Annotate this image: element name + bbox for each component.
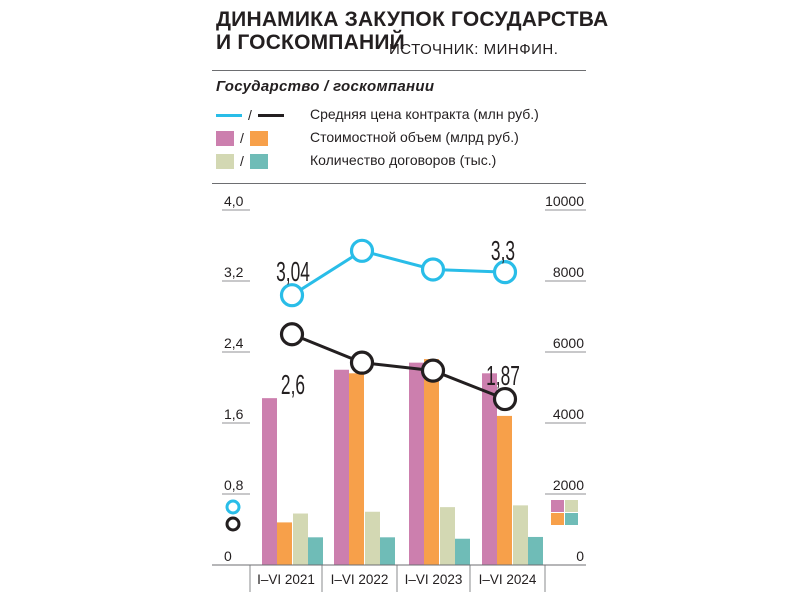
gov-count-swatch xyxy=(216,153,234,169)
legend-slash: / xyxy=(240,130,244,146)
comp-count-swatch xyxy=(249,153,268,169)
line-gov-point xyxy=(420,257,446,282)
legend-label-avg-price: Средняя цена контракта (млн руб.) xyxy=(310,106,539,122)
axis-marker-comp-volume xyxy=(551,513,564,525)
comp-volume-swatch xyxy=(249,130,268,146)
right-tick-label: 0 xyxy=(576,548,584,564)
source-note: ИСТОЧНИК: МИНФИН. xyxy=(389,41,559,58)
data-label: 2,6 xyxy=(281,369,305,400)
data-label: 3,3 xyxy=(491,235,515,266)
category-label: I–VI 2023 xyxy=(405,572,463,587)
left-tick-label: 0 xyxy=(224,548,232,564)
bar-comp-count xyxy=(308,537,323,565)
legend-item-avg-price: / xyxy=(216,106,284,124)
gov-volume-swatch xyxy=(216,130,234,146)
left-tick-label: 3,2 xyxy=(224,264,244,280)
legend-label-count: Количество договоров (тыс.) xyxy=(310,152,497,168)
bar-gov-count xyxy=(365,511,380,565)
legend-item-count: / xyxy=(216,152,268,170)
right-tick-label: 2000 xyxy=(553,477,584,493)
left-tick-label: 0,8 xyxy=(224,477,244,493)
axis-marker-comp-count xyxy=(565,513,578,525)
legend-slash: / xyxy=(240,153,244,169)
comp-line-swatch xyxy=(257,113,284,117)
axis-marker-gov-line xyxy=(225,499,241,515)
right-tick-label: 6000 xyxy=(553,335,584,351)
bar-comp-volume xyxy=(349,373,364,565)
line-gov-point xyxy=(349,238,375,263)
legend-label-volume: Стоимостной объем (млрд руб.) xyxy=(310,129,519,145)
category-label: I–VI 2021 xyxy=(257,572,315,587)
bar-gov-volume xyxy=(409,362,424,565)
legend-item-volume: / xyxy=(216,129,268,147)
title-line-2: И ГОСКОМПАНИЙ xyxy=(216,31,405,54)
bar-gov-volume xyxy=(334,369,349,565)
axis-marker-gov-count xyxy=(565,500,578,512)
title-line-1: ДИНАМИКА ЗАКУПОК ГОСУДАРСТВА xyxy=(216,8,609,31)
bar-comp-count xyxy=(528,536,543,565)
bar-gov-count xyxy=(440,507,455,565)
left-tick-label: 1,6 xyxy=(224,406,244,422)
line-gov-path xyxy=(291,249,506,297)
data-label: 1,87 xyxy=(486,360,520,391)
bar-comp-volume xyxy=(497,415,512,565)
right-tick-label: 8000 xyxy=(553,264,584,280)
line-comp-point xyxy=(492,386,518,412)
bar-comp-count xyxy=(455,538,470,565)
bar-comp-volume xyxy=(424,359,439,565)
left-tick-label: 2,4 xyxy=(224,335,244,351)
category-label: I–VI 2022 xyxy=(331,572,389,587)
line-gov-point xyxy=(492,260,518,285)
left-tick-label: 4,0 xyxy=(224,193,244,209)
data-label: 3,04 xyxy=(276,256,310,287)
legend-divider xyxy=(212,183,586,184)
right-tick-label: 10000 xyxy=(545,193,584,209)
line-comp-point xyxy=(420,358,446,383)
bar-comp-count xyxy=(380,537,395,565)
gov-line-swatch xyxy=(216,113,242,117)
axis-marker-comp-line xyxy=(225,516,241,532)
line-comp-point xyxy=(279,322,305,347)
axis-marker-gov-volume xyxy=(551,500,564,512)
bar-comp-volume xyxy=(277,522,292,565)
header-divider xyxy=(212,70,586,71)
category-label: I–VI 2024 xyxy=(479,572,537,587)
legend-slash: / xyxy=(248,107,252,123)
right-tick-label: 4000 xyxy=(553,406,584,422)
bar-gov-count xyxy=(293,513,308,565)
bar-gov-count xyxy=(513,505,528,565)
line-comp-path xyxy=(291,332,506,401)
chart-title: ДИНАМИКА ЗАКУПОК ГОСУДАРСТВА И ГОСКОМПАН… xyxy=(216,8,608,54)
bar-gov-volume xyxy=(482,373,497,565)
chart-subtitle: Государство / госкомпании xyxy=(216,78,435,95)
line-gov-point xyxy=(279,283,305,308)
line-comp-point xyxy=(349,350,375,375)
bar-gov-volume xyxy=(262,398,277,565)
